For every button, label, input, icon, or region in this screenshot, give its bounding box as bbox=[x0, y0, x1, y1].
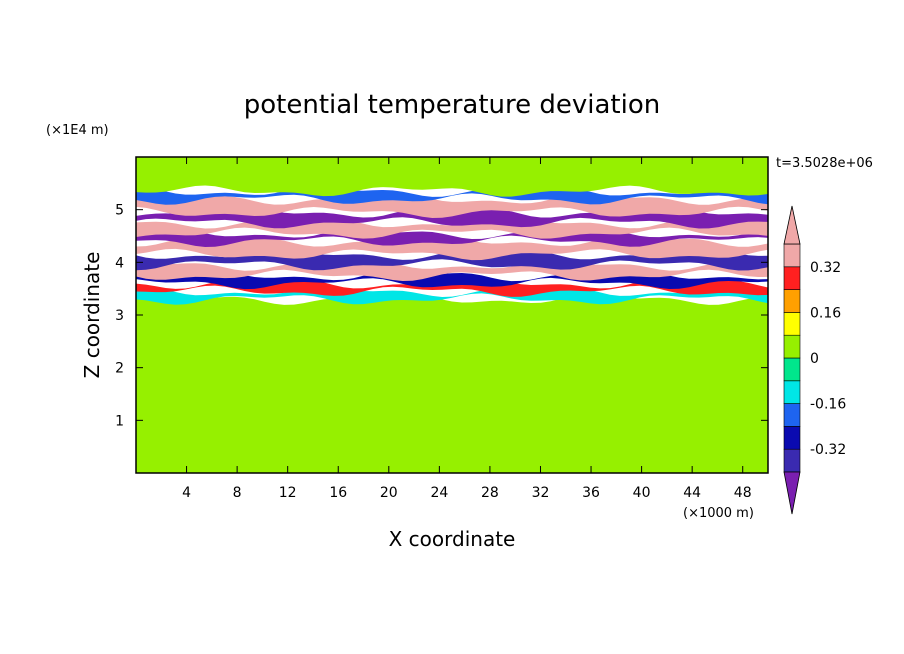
colorbar-swatch bbox=[783, 426, 801, 450]
colorbar-swatch bbox=[783, 380, 801, 404]
x-tick-label: 44 bbox=[683, 485, 701, 501]
colorbar: 0.32 0.16 0 -0.16 -0.32 bbox=[783, 205, 846, 515]
contour-band bbox=[136, 206, 768, 229]
colorbar-label: -0.16 bbox=[810, 397, 846, 413]
y-tick-label: 2 bbox=[115, 361, 124, 377]
colorbar-extend-min bbox=[783, 471, 801, 515]
x-tick-label: 8 bbox=[233, 485, 242, 501]
x-axis: 4 8 12 16 20 24 28 32 36 40 44 48 bbox=[182, 157, 752, 501]
contour-band bbox=[136, 277, 768, 297]
contour-band bbox=[136, 285, 768, 305]
colorbar-label: 0 bbox=[810, 351, 819, 367]
colorbar-swatch bbox=[783, 403, 801, 427]
x-tick-label: 32 bbox=[532, 485, 550, 501]
y-axis-label: Z coordinate bbox=[80, 252, 104, 379]
x-tick-label: 16 bbox=[329, 485, 347, 501]
colorbar-extend-max bbox=[783, 205, 801, 245]
y-tick-label: 1 bbox=[115, 413, 124, 429]
x-tick-label: 12 bbox=[279, 485, 297, 501]
colorbar-label: 0.16 bbox=[810, 305, 841, 321]
colorbar-swatch bbox=[783, 289, 801, 313]
colorbar-swatch bbox=[783, 357, 801, 382]
x-tick-label: 28 bbox=[481, 485, 499, 501]
x-tick-label: 48 bbox=[734, 485, 752, 501]
time-label: t=3.5028e+06 bbox=[776, 156, 873, 171]
x-tick-label: 20 bbox=[380, 485, 398, 501]
colorbar-label: 0.32 bbox=[810, 260, 841, 276]
contour-field bbox=[136, 157, 768, 473]
colorbar-swatch bbox=[783, 334, 801, 359]
x-tick-label: 24 bbox=[430, 485, 448, 501]
colorbar-swatch bbox=[783, 266, 801, 290]
y-axis: 1 2 3 4 5 bbox=[115, 203, 768, 429]
colorbar-swatch bbox=[783, 448, 801, 473]
colorbar-swatch bbox=[783, 312, 801, 336]
colorbar-swatch bbox=[783, 243, 801, 268]
contour-band bbox=[136, 157, 768, 197]
colorbar-label: -0.32 bbox=[810, 442, 846, 458]
x-tick-label: 40 bbox=[633, 485, 651, 501]
x-tick-label: 4 bbox=[182, 485, 191, 501]
y-tick-label: 5 bbox=[115, 203, 124, 219]
contour-band bbox=[136, 293, 768, 473]
y-unit-label: (×1E4 m) bbox=[46, 123, 109, 138]
y-tick-label: 3 bbox=[115, 308, 124, 324]
chart-title: potential temperature deviation bbox=[244, 90, 660, 120]
x-axis-label: X coordinate bbox=[389, 527, 516, 551]
x-unit-label: (×1000 m) bbox=[683, 506, 754, 521]
y-tick-label: 4 bbox=[115, 255, 124, 271]
x-tick-label: 36 bbox=[582, 485, 600, 501]
